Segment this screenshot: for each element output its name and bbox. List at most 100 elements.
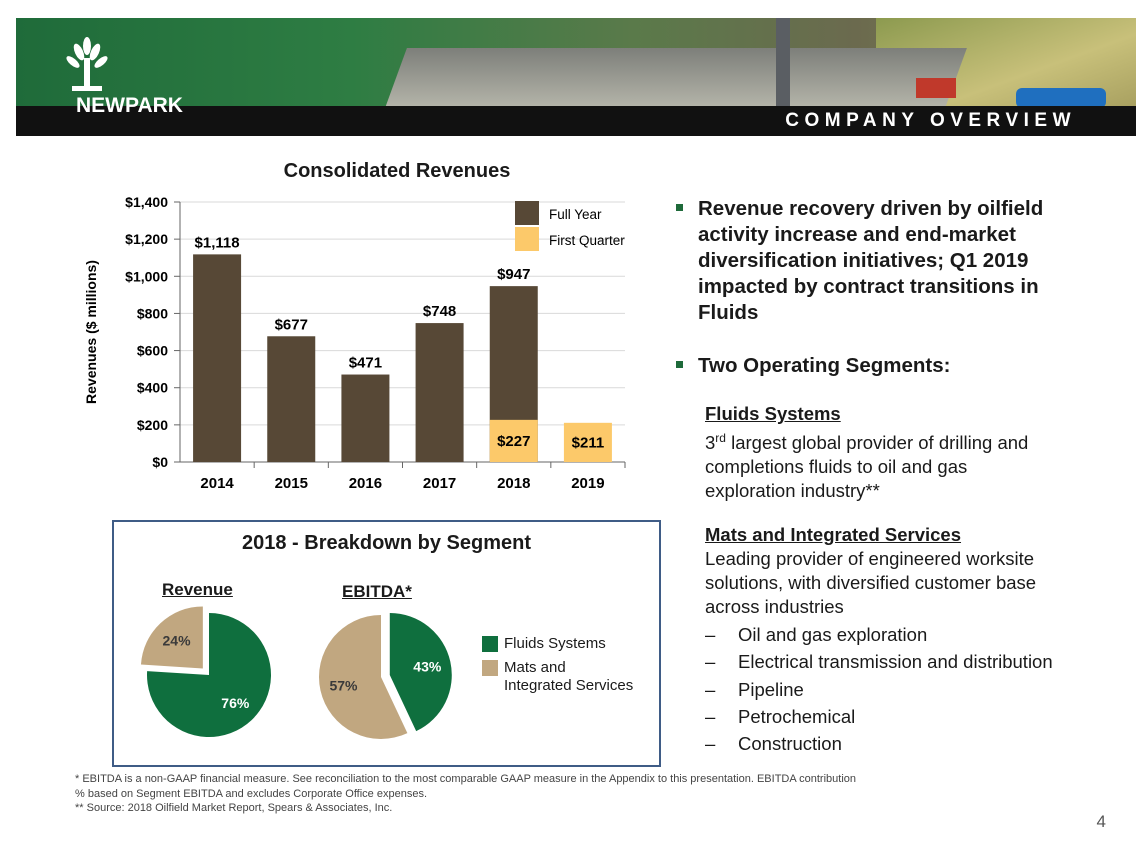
industry-label: Petrochemical bbox=[738, 706, 856, 727]
footnote-source: ** Source: 2018 Oilfield Market Report, … bbox=[75, 802, 393, 814]
bullet-line: activity increase and end-market bbox=[698, 223, 1016, 246]
fluids-heading: Fluids Systems bbox=[705, 403, 841, 424]
bar-full-year bbox=[193, 254, 242, 462]
y-tick-label: $600 bbox=[137, 343, 168, 359]
company-logo-text: NEWPARK bbox=[76, 94, 183, 117]
fluids-description: Fluids Systems 3rd largest global provid… bbox=[705, 402, 1125, 503]
x-tick-label: 2017 bbox=[423, 475, 456, 492]
bullet-line: Two Operating Segments: bbox=[698, 354, 951, 377]
bar-full-year bbox=[341, 374, 390, 462]
x-tick-label: 2018 bbox=[497, 475, 530, 492]
ebitda-pie-label: EBITDA* bbox=[342, 582, 412, 601]
mats-line: solutions, with diversified customer bas… bbox=[705, 572, 1037, 593]
chart-title: Consolidated Revenues bbox=[283, 160, 511, 182]
banner-title-strip bbox=[16, 106, 1136, 136]
dash-icon: – bbox=[705, 733, 716, 754]
industry-label: Pipeline bbox=[738, 679, 804, 700]
banner-photo-tank-blue bbox=[1016, 88, 1106, 108]
legend-swatch-full-year bbox=[515, 201, 539, 225]
bar-label-full-year: $947 bbox=[497, 266, 530, 283]
legend-label-mats-line1: Mats and bbox=[504, 659, 566, 676]
legend-swatch-first-quarter bbox=[515, 227, 539, 251]
industry-item: – Pipeline bbox=[705, 679, 804, 701]
x-tick-label: 2014 bbox=[200, 475, 234, 492]
y-tick-label: $1,200 bbox=[125, 231, 168, 247]
industry-item: – Construction bbox=[705, 733, 842, 755]
fluids-ordinal-suffix: rd bbox=[715, 431, 726, 445]
bar-label-first-quarter: $211 bbox=[572, 434, 605, 451]
footnote-ebitda-cont: % based on Segment EBITDA and excludes C… bbox=[75, 788, 427, 800]
bar-label-full-year: $748 bbox=[423, 303, 456, 320]
bullet-line: Fluids bbox=[698, 301, 759, 324]
y-tick-label: $400 bbox=[137, 380, 168, 396]
industry-label: Oil and gas exploration bbox=[738, 624, 928, 645]
y-tick-label: $200 bbox=[137, 417, 168, 433]
y-tick-label: $800 bbox=[137, 305, 168, 321]
revenue-bar-chart: $0 $200 $400 $600 $800 $1,000 $1,200 $1,400 Reve… bbox=[83, 194, 626, 492]
legend-label-mats-line2: Integrated Services bbox=[504, 677, 634, 694]
pie-slice-label: 76% bbox=[221, 695, 250, 711]
bullet-line: impacted by contract transitions in bbox=[698, 275, 1039, 298]
bar-label-full-year: $1,118 bbox=[195, 234, 240, 251]
legend-swatch-fluids bbox=[482, 636, 498, 652]
fluids-ordinal: 3 bbox=[705, 432, 716, 454]
bar-label-full-year: $677 bbox=[275, 316, 308, 333]
fluids-line: completions fluids to oil and gas bbox=[705, 456, 968, 478]
bar-full-year bbox=[415, 323, 464, 462]
banner-photo-tank bbox=[916, 78, 956, 98]
legend-label-fluids: Fluids Systems bbox=[504, 635, 606, 652]
legend-label-full-year: Full Year bbox=[549, 207, 602, 222]
x-tick-label: 2016 bbox=[349, 475, 382, 492]
dash-icon: – bbox=[705, 624, 716, 645]
industry-item: – Electrical transmission and distributio… bbox=[705, 651, 1053, 673]
bar-label-full-year: $471 bbox=[349, 355, 382, 372]
dash-icon: – bbox=[705, 706, 716, 727]
banner-photo-rig bbox=[776, 18, 790, 108]
banner-photo-pad bbox=[385, 48, 967, 108]
x-tick-label: 2019 bbox=[571, 475, 604, 492]
y-tick-label: $1,000 bbox=[125, 268, 168, 284]
footnote-ebitda: * EBITDA is a non-GAAP financial measure… bbox=[75, 773, 857, 785]
pie-slice-label: 24% bbox=[163, 632, 192, 648]
bar-first-quarter bbox=[489, 419, 538, 462]
mats-description: Mats and Integrated Services Leading pro… bbox=[705, 523, 1125, 619]
bullet-square-icon bbox=[676, 204, 683, 211]
bullet-line: Revenue recovery driven by oilfield bbox=[698, 197, 1044, 220]
header-banner: COMPANY OVERVIEW NEWPARK bbox=[16, 18, 1136, 136]
bar-label-first-quarter: $227 bbox=[497, 433, 530, 450]
bullet-square-icon bbox=[676, 361, 683, 368]
bullet-segments: Two Operating Segments: bbox=[672, 353, 1112, 379]
dash-icon: – bbox=[705, 679, 716, 700]
y-axis-label: Revenues ($ millions) bbox=[83, 260, 99, 404]
pie-slice-label: 57% bbox=[329, 677, 358, 693]
wheat-logo-icon bbox=[66, 36, 108, 99]
pie-slice-label: 43% bbox=[413, 659, 442, 675]
industry-item: – Petrochemical bbox=[705, 706, 855, 728]
x-tick-label: 2015 bbox=[275, 475, 308, 492]
revenue-pie-label: Revenue bbox=[162, 580, 233, 599]
bullet-line: diversification initiatives; Q1 2019 bbox=[698, 249, 1029, 272]
ebitda-pie-chart: 43% 57% bbox=[318, 613, 452, 739]
dash-icon: – bbox=[705, 651, 716, 672]
pie-slice bbox=[147, 613, 271, 737]
legend-swatch-mats bbox=[482, 660, 498, 676]
fluids-line: 3rd largest global provider of drilling … bbox=[705, 426, 1125, 455]
segment-breakdown-box: 2018 - Breakdown by Segment Revenue EBIT… bbox=[112, 520, 661, 767]
mats-heading: Mats and Integrated Services bbox=[705, 524, 962, 545]
bar-full-year bbox=[267, 336, 316, 462]
legend-label-first-quarter: First Quarter bbox=[549, 233, 625, 248]
pie-slice bbox=[389, 613, 452, 732]
y-tick-label: $1,400 bbox=[125, 194, 168, 210]
bullet-revenue-recovery: Revenue recovery driven by oilfield acti… bbox=[672, 196, 1112, 326]
bar-first-quarter bbox=[563, 422, 612, 462]
page-number: 4 bbox=[1096, 812, 1106, 831]
pie-slice bbox=[318, 615, 408, 739]
mats-line: Leading provider of engineered worksite bbox=[705, 548, 1035, 569]
bullet-list: Revenue recovery driven by oilfield acti… bbox=[672, 196, 1112, 379]
y-tick-label: $0 bbox=[152, 454, 168, 470]
pie-slice bbox=[140, 606, 203, 669]
revenue-pie-chart: 76% 24% bbox=[140, 606, 271, 737]
fluids-line-text: largest global provider of drilling and bbox=[725, 432, 1029, 454]
segment-box-title: 2018 - Breakdown by Segment bbox=[242, 532, 531, 554]
industry-label: Construction bbox=[738, 733, 842, 754]
